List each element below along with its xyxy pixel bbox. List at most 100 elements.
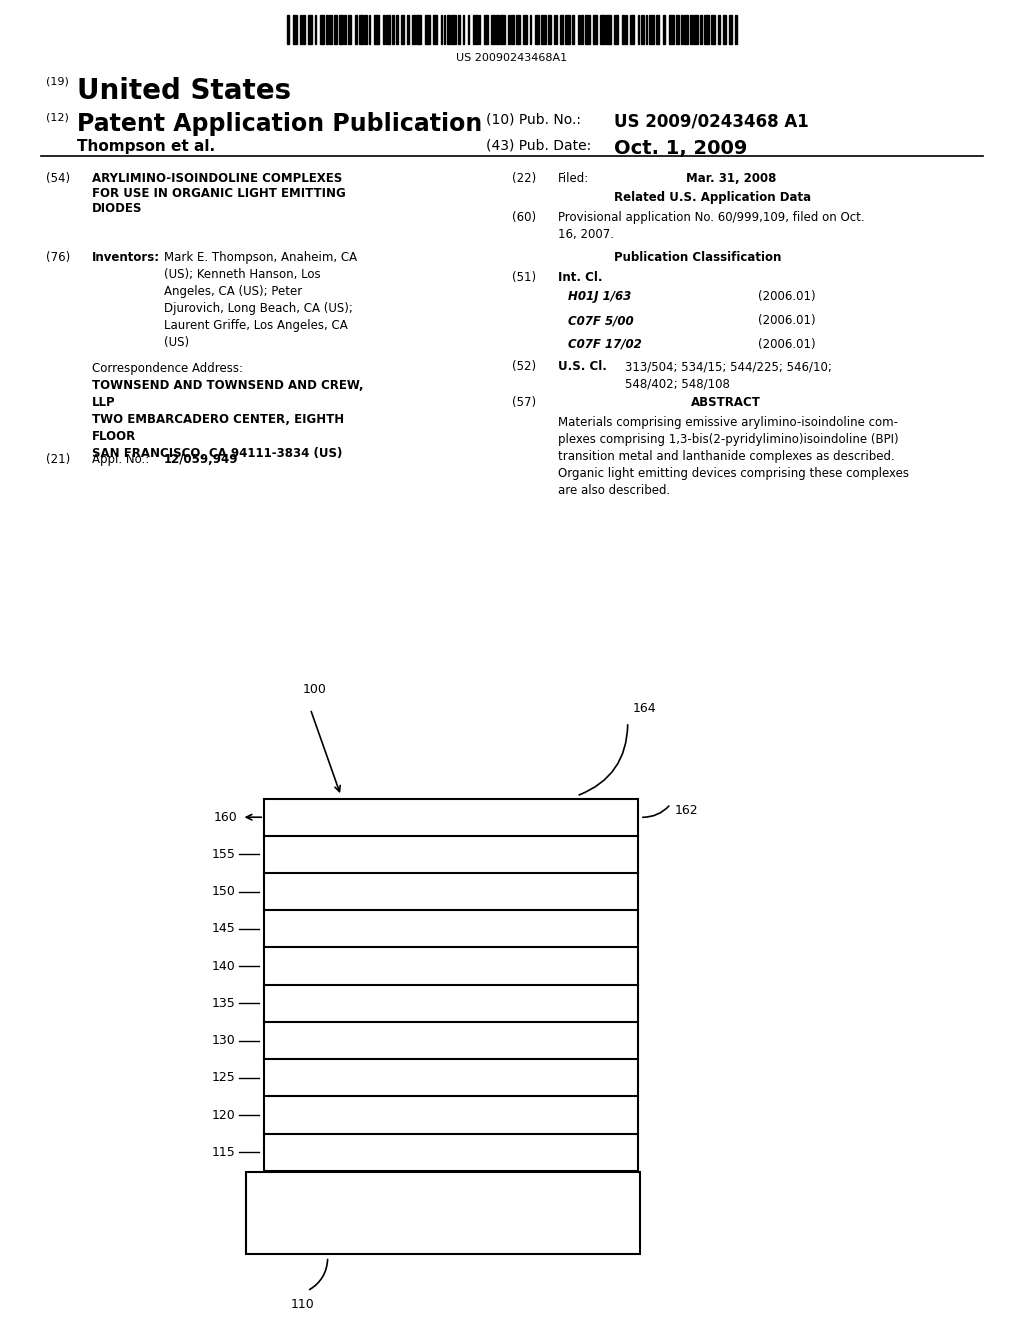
Bar — [300, 15, 302, 44]
Text: (51): (51) — [512, 271, 537, 284]
Bar — [473, 15, 477, 44]
Bar — [560, 15, 562, 44]
Bar — [287, 15, 289, 44]
Text: 110: 110 — [290, 1298, 314, 1311]
Bar — [374, 15, 379, 44]
Bar — [369, 15, 371, 44]
Text: Oct. 1, 2009: Oct. 1, 2009 — [614, 139, 748, 157]
Text: 145: 145 — [212, 923, 236, 936]
Bar — [417, 15, 422, 44]
Bar — [522, 15, 527, 44]
Bar — [386, 15, 390, 44]
Text: H01J 1/63: H01J 1/63 — [568, 290, 632, 304]
Text: 115: 115 — [212, 1146, 236, 1159]
Text: 155: 155 — [212, 847, 236, 861]
Text: ABSTRACT: ABSTRACT — [691, 396, 761, 409]
Bar — [447, 15, 450, 44]
Bar — [690, 15, 691, 44]
Text: 125: 125 — [212, 1072, 236, 1084]
Bar — [700, 15, 701, 44]
Text: 313/504; 534/15; 544/225; 546/10;
548/402; 548/108: 313/504; 534/15; 544/225; 546/10; 548/40… — [625, 360, 831, 391]
Text: (10) Pub. No.:: (10) Pub. No.: — [486, 112, 582, 127]
Bar — [490, 15, 496, 44]
Text: Mark E. Thompson, Anaheim, CA
(US); Kenneth Hanson, Los
Angeles, CA (US); Peter
: Mark E. Thompson, Anaheim, CA (US); Kenn… — [164, 251, 357, 348]
Text: (12): (12) — [46, 112, 69, 123]
Bar — [585, 15, 590, 44]
Bar — [246, 1172, 640, 1254]
Bar — [330, 15, 332, 44]
Bar — [622, 15, 624, 44]
Bar — [335, 15, 337, 44]
Text: Related U.S. Application Data: Related U.S. Application Data — [614, 191, 812, 205]
Text: (52): (52) — [512, 360, 537, 374]
Bar — [711, 15, 715, 44]
Text: C07F 5/00: C07F 5/00 — [568, 314, 634, 327]
Bar — [264, 799, 638, 1171]
Bar — [681, 15, 683, 44]
Bar — [535, 15, 539, 44]
Bar — [348, 15, 351, 44]
Text: 162: 162 — [675, 804, 698, 817]
Text: 164: 164 — [633, 702, 656, 715]
Text: Materials comprising emissive arylimino-isoindoline com-
plexes comprising 1,3-b: Materials comprising emissive arylimino-… — [558, 416, 909, 496]
Text: Int. Cl.: Int. Cl. — [558, 271, 602, 284]
Bar — [705, 15, 710, 44]
Bar — [412, 15, 415, 44]
Bar — [344, 15, 346, 44]
Bar — [548, 15, 551, 44]
Bar — [542, 15, 546, 44]
Text: U.S. Cl.: U.S. Cl. — [558, 360, 607, 374]
Bar — [718, 15, 720, 44]
Bar — [396, 15, 397, 44]
Text: 135: 135 — [212, 997, 236, 1010]
Bar — [315, 15, 316, 44]
Text: (76): (76) — [46, 251, 71, 264]
Bar — [565, 15, 570, 44]
Bar — [479, 15, 480, 44]
Text: ARYLIMINO-ISOINDOLINE COMPLEXES
FOR USE IN ORGANIC LIGHT EMITTING
DIODES: ARYLIMINO-ISOINDOLINE COMPLEXES FOR USE … — [92, 172, 346, 215]
Bar — [321, 15, 325, 44]
Text: (2006.01): (2006.01) — [758, 290, 815, 304]
Bar — [433, 15, 437, 44]
Text: Publication Classification: Publication Classification — [614, 251, 781, 264]
Bar — [516, 15, 520, 44]
Bar — [581, 15, 583, 44]
Text: 100: 100 — [303, 682, 327, 696]
Bar — [354, 15, 356, 44]
Text: C07F 17/02: C07F 17/02 — [568, 338, 642, 351]
Text: 140: 140 — [212, 960, 236, 973]
Text: 130: 130 — [212, 1034, 236, 1047]
Bar — [649, 15, 654, 44]
Bar — [383, 15, 385, 44]
Text: (2006.01): (2006.01) — [758, 338, 815, 351]
Bar — [508, 15, 510, 44]
Bar — [293, 15, 297, 44]
Bar — [693, 15, 698, 44]
Bar — [483, 15, 487, 44]
Text: 12/059,949: 12/059,949 — [164, 453, 239, 466]
Text: TOWNSEND AND TOWNSEND AND CREW,
LLP
TWO EMBARCADERO CENTER, EIGHTH
FLOOR
SAN FRA: TOWNSEND AND TOWNSEND AND CREW, LLP TWO … — [92, 379, 364, 459]
Bar — [326, 15, 328, 44]
Text: Appl. No.:: Appl. No.: — [92, 453, 150, 466]
Text: (21): (21) — [46, 453, 71, 466]
Text: (2006.01): (2006.01) — [758, 314, 815, 327]
Text: Thompson et al.: Thompson et al. — [77, 139, 215, 153]
Bar — [656, 15, 659, 44]
Bar — [452, 15, 456, 44]
Text: (43) Pub. Date:: (43) Pub. Date: — [486, 139, 592, 153]
Bar — [723, 15, 726, 44]
Bar — [556, 15, 557, 44]
Text: Correspondence Address:: Correspondence Address: — [92, 362, 243, 375]
Bar — [463, 15, 465, 44]
Bar — [578, 15, 580, 44]
Bar — [458, 15, 460, 44]
Text: US 2009/0243468 A1: US 2009/0243468 A1 — [614, 112, 809, 131]
Bar — [593, 15, 597, 44]
Bar — [443, 15, 445, 44]
Bar — [663, 15, 666, 44]
Bar — [554, 15, 555, 44]
Text: (54): (54) — [46, 172, 71, 185]
Text: United States: United States — [77, 77, 291, 104]
Text: (22): (22) — [512, 172, 537, 185]
Text: Provisional application No. 60/999,109, filed on Oct.
16, 2007.: Provisional application No. 60/999,109, … — [558, 211, 864, 242]
